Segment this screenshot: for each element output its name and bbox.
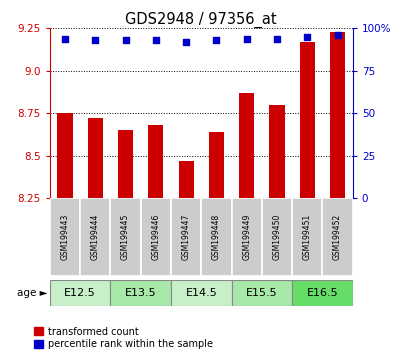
Bar [110, 280, 171, 306]
Legend: transformed count, percentile rank within the sample: transformed count, percentile rank withi… [34, 327, 212, 349]
Bar [292, 280, 353, 306]
Bar [330, 32, 345, 198]
Bar [269, 105, 285, 198]
Point [92, 38, 99, 43]
Text: GSM199451: GSM199451 [303, 214, 312, 260]
Text: GSM199452: GSM199452 [333, 214, 342, 260]
Text: E12.5: E12.5 [64, 288, 96, 298]
Text: E13.5: E13.5 [125, 288, 156, 298]
Bar [148, 125, 164, 198]
Text: E16.5: E16.5 [307, 288, 338, 298]
Text: E15.5: E15.5 [246, 288, 278, 298]
Point [153, 38, 159, 43]
Point [183, 39, 189, 45]
Text: E14.5: E14.5 [186, 288, 217, 298]
Bar [292, 198, 322, 276]
Bar [110, 198, 141, 276]
Bar [300, 42, 315, 198]
Point [304, 34, 310, 40]
Text: GSM199444: GSM199444 [91, 214, 100, 261]
Text: GSM199450: GSM199450 [273, 214, 281, 261]
Title: GDS2948 / 97356_at: GDS2948 / 97356_at [125, 12, 277, 28]
Point [213, 38, 220, 43]
Bar [239, 93, 254, 198]
Bar [262, 198, 292, 276]
Bar [201, 198, 232, 276]
Text: GSM199445: GSM199445 [121, 214, 130, 261]
Text: age ►: age ► [17, 288, 48, 298]
Bar [171, 280, 232, 306]
Point [274, 36, 281, 41]
Bar [50, 198, 80, 276]
Point [122, 38, 129, 43]
Bar [88, 118, 103, 198]
Bar [118, 130, 133, 198]
Bar [80, 198, 110, 276]
Point [61, 36, 68, 41]
Bar [171, 198, 201, 276]
Bar [57, 113, 73, 198]
Bar [232, 198, 262, 276]
Text: GSM199449: GSM199449 [242, 214, 251, 261]
Text: GSM199446: GSM199446 [151, 214, 160, 261]
Text: GSM199443: GSM199443 [61, 214, 69, 261]
Bar [141, 198, 171, 276]
Bar [322, 198, 353, 276]
Bar [209, 132, 224, 198]
Text: GSM199448: GSM199448 [212, 214, 221, 260]
Point [243, 36, 250, 41]
Text: GSM199447: GSM199447 [182, 214, 190, 261]
Bar [50, 280, 110, 306]
Bar [178, 161, 194, 198]
Point [334, 32, 341, 38]
Bar [232, 280, 292, 306]
